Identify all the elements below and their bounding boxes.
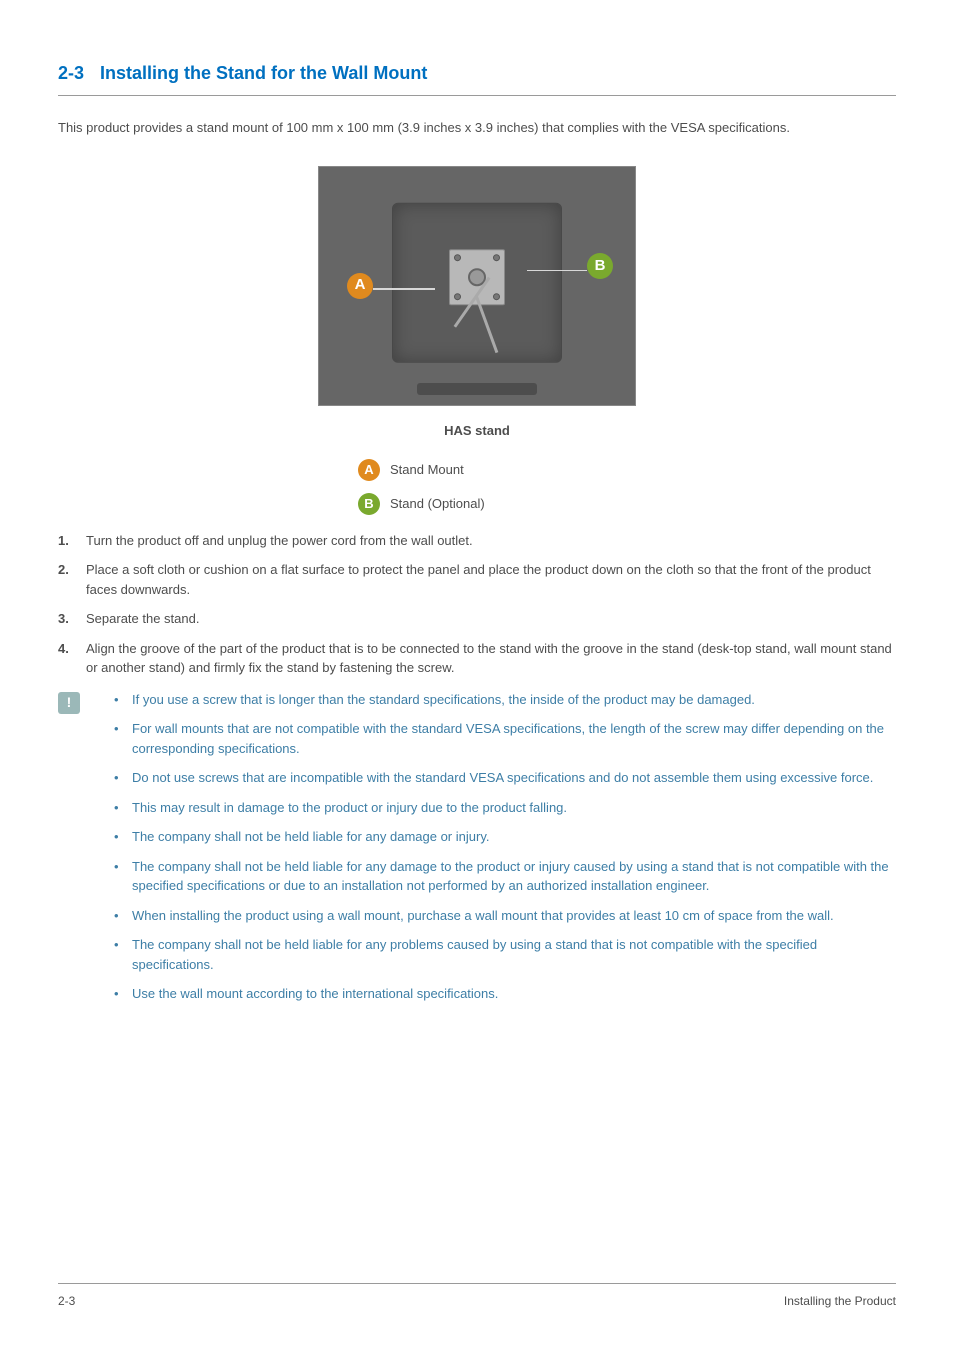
instruction-steps: Turn the product off and unplug the powe…	[58, 531, 896, 678]
callout-badge-b-icon: B	[587, 253, 613, 279]
step-item: Place a soft cloth or cushion on a flat …	[58, 560, 896, 599]
intro-text: This product provides a stand mount of 1…	[58, 118, 896, 138]
warning-callout: ! If you use a screw that is longer than…	[58, 690, 896, 1014]
screw-hole	[493, 293, 500, 300]
warning-list: If you use a screw that is longer than t…	[104, 690, 896, 1014]
legend-row-b: B Stand (Optional)	[358, 493, 896, 515]
section-number: 2-3	[58, 63, 84, 83]
screw-hole	[454, 254, 461, 261]
warning-item: The company shall not be held liable for…	[132, 935, 896, 974]
monitor-back-shape	[392, 202, 562, 362]
legend-badge-b-icon: B	[358, 493, 380, 515]
warning-item: For wall mounts that are not compatible …	[132, 719, 896, 758]
section-heading: 2-3 Installing the Stand for the Wall Mou…	[58, 60, 896, 96]
footer-left: 2-3	[58, 1292, 75, 1310]
leader-line-b	[527, 270, 587, 271]
warning-item: Use the wall mount according to the inte…	[132, 984, 896, 1004]
screw-hole	[454, 293, 461, 300]
warning-item: Do not use screws that are incompatible …	[132, 768, 896, 788]
warning-icon: !	[58, 692, 80, 714]
legend-row-a: A Stand Mount	[358, 459, 896, 481]
product-figure: A B	[318, 166, 636, 406]
legend-a-text: Stand Mount	[390, 460, 464, 480]
warning-item: The company shall not be held liable for…	[132, 827, 896, 847]
stand-base-shape	[417, 383, 537, 395]
figure-caption: HAS stand	[58, 421, 896, 441]
legend-badge-a-icon: A	[358, 459, 380, 481]
step-item: Align the groove of the part of the prod…	[58, 639, 896, 678]
leader-line-a	[373, 288, 435, 289]
section-title: Installing the Stand for the Wall Mount	[100, 63, 427, 83]
legend-b-text: Stand (Optional)	[390, 494, 485, 514]
warning-item: The company shall not be held liable for…	[132, 857, 896, 896]
step-item: Turn the product off and unplug the powe…	[58, 531, 896, 551]
page-footer: 2-3 Installing the Product	[58, 1283, 896, 1310]
step-item: Separate the stand.	[58, 609, 896, 629]
figure-block: A B HAS stand	[58, 166, 896, 441]
footer-right: Installing the Product	[784, 1292, 896, 1310]
callout-badge-a-icon: A	[347, 273, 373, 299]
warning-item: When installing the product using a wall…	[132, 906, 896, 926]
warning-item: This may result in damage to the product…	[132, 798, 896, 818]
warning-item: If you use a screw that is longer than t…	[132, 690, 896, 710]
screw-hole	[493, 254, 500, 261]
